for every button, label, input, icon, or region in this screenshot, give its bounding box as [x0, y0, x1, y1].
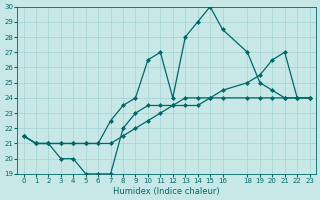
X-axis label: Humidex (Indice chaleur): Humidex (Indice chaleur)	[113, 187, 220, 196]
